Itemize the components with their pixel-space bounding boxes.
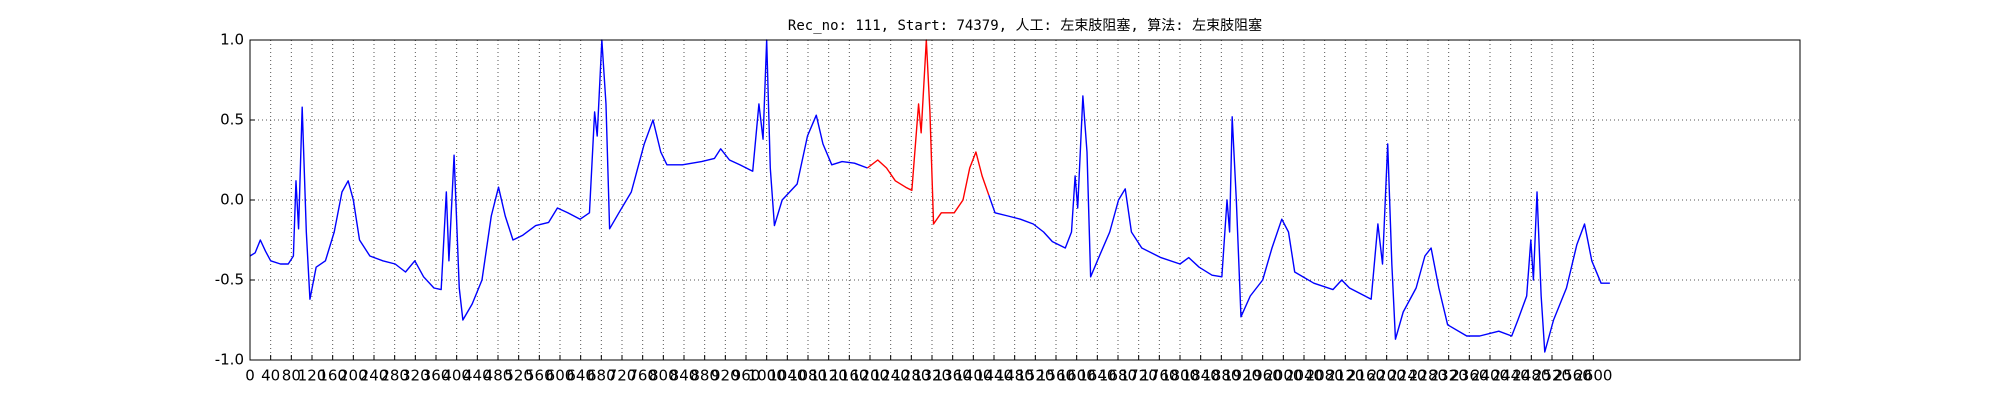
x-tick-label: 360 [422, 367, 451, 385]
x-tick-label: 1240 [872, 367, 910, 385]
x-tick-label: 920 [711, 367, 740, 385]
x-tick-label: 1720 [1120, 367, 1158, 385]
x-tick-label: 2000 [1264, 367, 1302, 385]
x-tick-label: 2080 [1306, 367, 1344, 385]
x-tick-label: 1800 [1161, 367, 1199, 385]
x-tick-label: 1560 [1037, 367, 1075, 385]
x-tick-label: 2280 [1409, 367, 1447, 385]
x-tick-label: 840 [670, 367, 699, 385]
x-tick-label: 1920 [1223, 367, 1261, 385]
ecg-line [988, 95, 1610, 353]
x-tick-label: 1640 [1078, 367, 1116, 385]
x-tick-label: 2320 [1430, 367, 1468, 385]
x-tick-label: 640 [566, 367, 595, 385]
tick-labels: 0 40 8012016020024028032036040044048052056… [215, 31, 1613, 385]
x-tick-label: 2600 [1574, 367, 1612, 385]
x-tick-label: 1160 [830, 367, 868, 385]
x-tick-label: 240 [360, 367, 389, 385]
x-tick-label: 880 [690, 367, 719, 385]
x-tick-label: 160 [318, 367, 347, 385]
x-tick-label: 1680 [1099, 367, 1137, 385]
x-tick-label: 2400 [1471, 367, 1509, 385]
x-tick-label: 2360 [1450, 367, 1488, 385]
x-tick-label: 1880 [1202, 367, 1240, 385]
x-tick-label: 2480 [1512, 367, 1550, 385]
x-tick-label: 280 [380, 367, 409, 385]
x-tick-label: 120 [298, 367, 327, 385]
chart-title: Rec_no: 111, Start: 74379, 人工: 左束肢阻塞, 算法… [788, 17, 1262, 34]
x-tick-label: 1480 [996, 367, 1034, 385]
x-tick-label: 1200 [851, 367, 889, 385]
x-tick-label: 1040 [768, 367, 806, 385]
x-tick-label: 200 [339, 367, 368, 385]
x-tick-label: 1440 [975, 367, 1013, 385]
x-tick-label: 2520 [1533, 367, 1571, 385]
x-tick-label: 1080 [789, 367, 827, 385]
x-tick-label: 0 [245, 367, 255, 385]
x-tick-label: 1760 [1140, 367, 1178, 385]
x-tick-label: 1320 [913, 367, 951, 385]
x-tick-label: 1520 [1016, 367, 1054, 385]
x-tick-label: 1600 [1058, 367, 1096, 385]
x-tick-label: 480 [484, 367, 513, 385]
x-tick-label: 1280 [892, 367, 930, 385]
x-tick-label: 2160 [1347, 367, 1385, 385]
x-tick-label: 520 [504, 367, 533, 385]
ecg-line [866, 39, 990, 225]
x-tick-label: 2560 [1554, 367, 1592, 385]
x-tick-label: 2200 [1368, 367, 1406, 385]
plot-frame [249, 39, 1801, 361]
x-tick-label: 600 [546, 367, 575, 385]
x-tick-label: 1400 [954, 367, 992, 385]
x-tick-label: 400 [442, 367, 471, 385]
x-tick-label: 80 [282, 367, 301, 385]
x-tick-label: 2040 [1285, 367, 1323, 385]
x-tick-label: 800 [649, 367, 678, 385]
x-tick-label: 560 [525, 367, 554, 385]
x-tick-label: 1000 [748, 367, 786, 385]
x-tick-label: 1840 [1182, 367, 1220, 385]
x-tick-label: 2240 [1388, 367, 1426, 385]
x-tick-label: 720 [608, 367, 637, 385]
x-tick-label: 760 [628, 367, 657, 385]
x-tick-label: 1360 [934, 367, 972, 385]
x-tick-label: 40 [261, 367, 280, 385]
x-tick-label: 320 [401, 367, 430, 385]
x-tick-label: 960 [732, 367, 761, 385]
x-tick-label: 2440 [1492, 367, 1530, 385]
ecg-line [249, 39, 868, 321]
y-tick-label: 0.0 [220, 191, 244, 209]
x-tick-label: 1120 [810, 367, 848, 385]
y-tick-label: 0.5 [220, 111, 244, 129]
x-tick-label: 2120 [1326, 367, 1364, 385]
y-tick-label: -0.5 [215, 271, 244, 289]
y-tick-label: 1.0 [220, 31, 244, 49]
x-tick-label: 440 [463, 367, 492, 385]
y-tick-label: -1.0 [215, 351, 244, 369]
grid [249, 39, 1800, 361]
x-tick-label: 680 [587, 367, 616, 385]
plot-lines [249, 39, 1610, 353]
x-tick-label: 1960 [1244, 367, 1282, 385]
